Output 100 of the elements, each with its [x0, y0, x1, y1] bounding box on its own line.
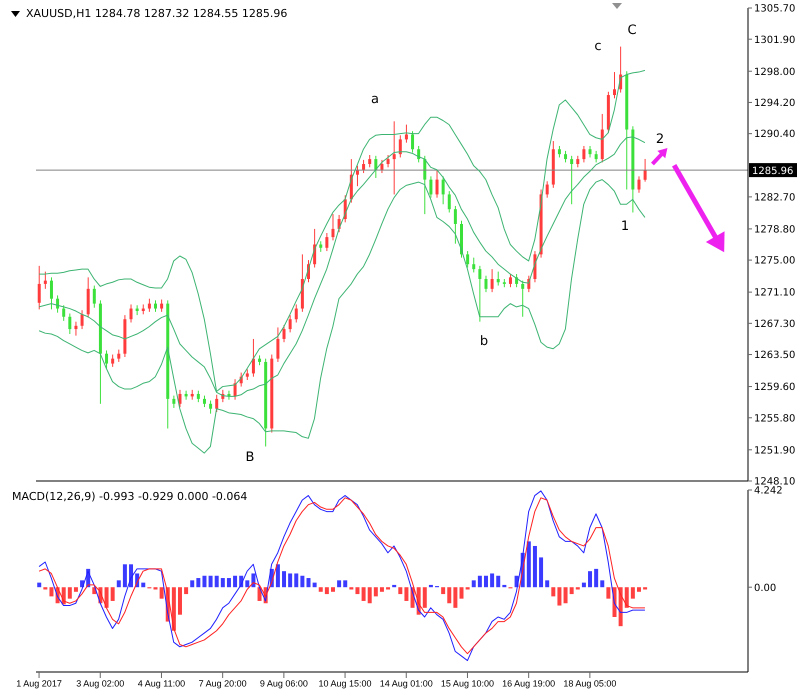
bar [588, 571, 592, 588]
candlestick [148, 298, 151, 312]
candlestick [398, 134, 402, 158]
x-tick-label: 14 Aug 01:00 [380, 678, 433, 688]
candlestick [564, 150, 568, 163]
bar [606, 587, 610, 599]
bar [594, 568, 598, 588]
bar [624, 587, 629, 608]
candlestick [74, 321, 78, 336]
bar [306, 578, 311, 588]
candlestick [496, 271, 500, 286]
bar [190, 580, 194, 588]
candlestick [386, 154, 390, 168]
candlestick [288, 314, 292, 333]
bar [343, 580, 348, 588]
candlestick [392, 120, 396, 195]
candlestick [319, 240, 322, 252]
candlestick [374, 155, 378, 178]
annotation: C [626, 23, 638, 39]
candlestick [282, 324, 286, 343]
candlestick [111, 354, 114, 368]
bar [116, 580, 121, 588]
bar [300, 576, 304, 588]
bar [294, 573, 298, 588]
candlestick [448, 190, 451, 213]
y-tick-label: 1251.90 [754, 445, 796, 456]
bar [490, 573, 494, 588]
y-tick-label: 1282.70 [754, 192, 796, 204]
candlestick [209, 400, 212, 414]
bar [374, 587, 378, 596]
bar [564, 587, 568, 604]
y-tick-label: 0.00 [754, 582, 776, 594]
text: 2 [654, 132, 666, 148]
candlestick [172, 395, 176, 408]
bar [404, 587, 408, 601]
candlestick [576, 155, 580, 168]
candlestick [490, 268, 494, 293]
candlestick [454, 205, 457, 244]
candlestick [258, 354, 262, 366]
candlestick [130, 304, 133, 324]
annotation: c [593, 39, 603, 55]
candlestick [154, 300, 158, 312]
bar [233, 576, 238, 588]
bar [172, 587, 176, 631]
bar [539, 557, 544, 588]
candlestick [417, 145, 420, 163]
candlestick [276, 326, 280, 362]
candlestick [429, 176, 432, 198]
candlestick [588, 145, 592, 158]
candlestick [325, 232, 328, 252]
candlestick [521, 280, 524, 318]
chart-title: MACD(12,26,9) -0.993 -0.929 0.000 -0.064 [12, 490, 248, 503]
candlestick [117, 349, 120, 362]
bar [282, 571, 286, 588]
bar [557, 587, 562, 606]
bar [460, 587, 464, 599]
bar [362, 587, 366, 601]
candlestick [484, 275, 488, 293]
x-tick-label: 7 Aug 20:00 [198, 678, 247, 688]
bar [447, 587, 452, 604]
bar [178, 587, 182, 615]
y-tick-label: 1298.00 [754, 66, 796, 78]
bar [49, 587, 54, 596]
bar [226, 578, 231, 588]
bar [496, 576, 500, 588]
bar [484, 576, 488, 588]
bar [324, 587, 329, 594]
x-tick-label: 10 Aug 15:00 [318, 678, 372, 688]
bar [630, 587, 635, 599]
candlestick [331, 214, 334, 241]
bar [122, 564, 127, 588]
candlestick [190, 389, 194, 400]
y-tick-label: 1259.60 [754, 382, 796, 394]
candlestick [404, 124, 408, 144]
y-tick-label: 1301.90 [754, 34, 796, 46]
annotation: b [478, 334, 490, 350]
x-tick-label: 9 Aug 06:00 [260, 678, 308, 688]
bar [337, 580, 342, 588]
bar [318, 587, 323, 592]
candlestick [644, 158, 647, 182]
bar [355, 587, 360, 594]
candlestick [92, 285, 96, 308]
chart-title: XAUUSD,H1 1284.78 1287.32 1284.55 1285.96 [26, 7, 288, 20]
bar [570, 587, 574, 594]
bar [636, 587, 641, 592]
bar [276, 564, 280, 588]
bar [453, 587, 458, 608]
candlestick [411, 130, 414, 154]
candlestick [56, 294, 60, 314]
candlestick [246, 368, 249, 380]
candlestick [442, 176, 445, 205]
bar [288, 573, 292, 588]
candlestick [202, 395, 206, 408]
bar [110, 587, 115, 601]
x-tick-label: 3 Aug 02:00 [76, 678, 124, 688]
bar [368, 587, 372, 604]
ref-line-label: 1285.96 [752, 166, 794, 178]
candlestick [380, 159, 384, 174]
candlestick [508, 274, 512, 288]
candlestick [637, 176, 640, 194]
